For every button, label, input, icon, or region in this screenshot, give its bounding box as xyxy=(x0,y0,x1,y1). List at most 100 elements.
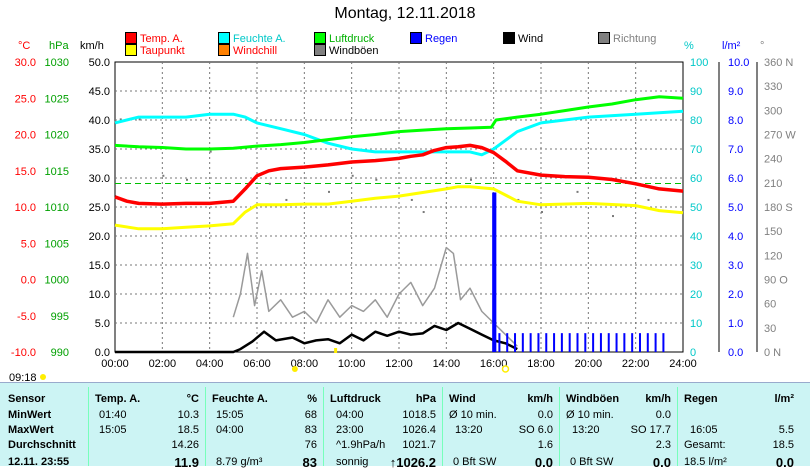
legend-item-dewpoint: Taupunkt xyxy=(125,44,185,57)
time-tick-label: 00:00 xyxy=(101,358,129,370)
temp-max-value: 18.5 xyxy=(177,424,199,436)
direction-point xyxy=(470,178,472,181)
temp-tick-label: 0.0 xyxy=(21,275,36,287)
time-tick-label: 14:00 xyxy=(433,358,461,370)
pressure-avg-value: 1021.7 xyxy=(402,439,436,451)
direction-point xyxy=(328,190,330,193)
legend-item-humidity: Feuchte A. xyxy=(218,32,286,45)
gust-unit-cell: km/h xyxy=(645,393,671,405)
rain-tick-label: 2.0 xyxy=(728,289,743,301)
temp-tick-label: 20.0 xyxy=(15,130,36,142)
gust-max-value: SO 17.7 xyxy=(630,424,671,436)
legend-item-gusts: Windböen xyxy=(314,44,379,57)
direction-point xyxy=(410,198,413,201)
row-label-max: MaxWert xyxy=(8,424,54,436)
pressure-unit-cell: hPa xyxy=(415,393,436,405)
humidity-avg-value: 76 xyxy=(304,439,317,451)
chart-title: Montag, 12.11.2018 xyxy=(334,5,476,22)
direction-unit: ° xyxy=(760,40,765,52)
series-line-windb-en xyxy=(232,246,518,347)
wind-tick-label: 20.0 xyxy=(89,231,110,243)
rain-rate-bar xyxy=(646,333,649,352)
direction-tick-label: 120 xyxy=(764,250,782,262)
gust-current-value: 0.0 xyxy=(652,455,671,470)
rain-unit: l/m² xyxy=(722,40,741,52)
wind-tick-label: 30.0 xyxy=(89,173,110,185)
time-tick-label: 06:00 xyxy=(243,358,271,370)
temp-tick-label: 5.0 xyxy=(21,238,36,250)
wind-tick-label: 15.0 xyxy=(89,260,110,272)
temp-min-value: 10.3 xyxy=(177,409,199,421)
series-line-luftdruck xyxy=(114,95,684,151)
rain-rate-bar xyxy=(623,333,626,352)
wind-avg-value: 1.6 xyxy=(537,439,553,451)
direction-tick-label: 210 xyxy=(764,178,782,190)
time-tick-label: 12:00 xyxy=(385,358,413,370)
pressure-unit: hPa xyxy=(49,40,69,52)
gust-max-time: 13:20 xyxy=(572,424,600,436)
row-label-current: 12.11. 23:55 xyxy=(8,456,70,468)
rain-header: Regen xyxy=(684,393,718,405)
rain-rate-bar xyxy=(662,333,665,352)
humidity-column: Feuchte A. % 15:05 68 04:00 83 76 8.79 g… xyxy=(206,383,323,470)
direction-tick-label: 360 N xyxy=(764,57,793,69)
pressure-column: Luftdruck hPa 04:00 1018.5 23:00 1026.4 … xyxy=(324,383,442,470)
time-tick-label: 08:00 xyxy=(291,358,319,370)
legend-item-pressure: Luftdruck xyxy=(314,32,374,45)
rain-rate-bar xyxy=(576,333,579,352)
wind-header: Wind xyxy=(449,393,476,405)
humidity-current-value: 83 xyxy=(302,455,317,470)
humidity-max-time: 04:00 xyxy=(216,424,244,436)
rain-total-current: 18.5 l/m² xyxy=(684,456,727,468)
direction-point xyxy=(576,190,579,193)
pressure-header: Luftdruck xyxy=(330,393,381,405)
pressure-tick-label: 1020 xyxy=(45,130,69,142)
rain-rate-bar xyxy=(521,333,524,352)
series-line-wind xyxy=(115,321,518,354)
humidity-unit-cell: % xyxy=(307,393,317,405)
pressure-tick-label: 1030 xyxy=(45,57,69,69)
humidity-tick-label: 40 xyxy=(690,231,702,243)
direction-tick-label: 150 xyxy=(764,226,782,238)
direction-tick-label: 180 S xyxy=(764,202,793,214)
legend-item-direction: Richtung xyxy=(598,32,656,45)
temp-header: Temp. A. xyxy=(95,393,141,405)
wind-tick-label: 40.0 xyxy=(89,115,110,127)
humidity-min-value: 68 xyxy=(304,409,317,421)
temp-min-time: 01:40 xyxy=(99,409,127,421)
humidity-min-time: 15:05 xyxy=(216,409,244,421)
rain-tick-label: 6.0 xyxy=(728,173,743,185)
row-label-min: MinWert xyxy=(8,409,52,421)
wind-unit-cell: km/h xyxy=(527,393,553,405)
pressure-tick-label: 1010 xyxy=(45,202,69,214)
rain-tick-label: 4.0 xyxy=(728,231,743,243)
series-line-temp-a- xyxy=(114,143,684,206)
temp-current-value: 11.9 xyxy=(174,455,199,470)
rain-total-label: Gesamt: xyxy=(684,439,726,451)
series-line-feuchte-a- xyxy=(114,109,684,157)
rain-tick-label: 8.0 xyxy=(728,115,743,127)
wind-beaufort: 0 Bft SW xyxy=(453,456,497,468)
temp-tick-label: -10.0 xyxy=(11,347,36,359)
rain-rate-bar xyxy=(553,333,556,352)
pressure-min-value: 1018.5 xyxy=(402,409,436,421)
wind-tick-label: 10.0 xyxy=(89,289,110,301)
direction-point xyxy=(162,174,165,177)
rain-total-value: 18.5 xyxy=(772,439,794,451)
rain-rate-bar xyxy=(592,333,595,352)
time-tick-label: 20:00 xyxy=(575,358,603,370)
direction-point xyxy=(541,211,543,214)
legend-item-temp: Temp. A. xyxy=(125,32,183,45)
pressure-trend: ^1.9hPa/h xyxy=(336,439,386,451)
gust-beaufort: 0 Bft SW xyxy=(570,456,614,468)
rain-rate-bar xyxy=(560,333,563,352)
time-tick-label: 04:00 xyxy=(196,358,224,370)
wind-max-time: 13:20 xyxy=(455,424,483,436)
humidity-tick-label: 90 xyxy=(690,86,702,98)
rain-max-value: 5.5 xyxy=(778,424,794,436)
wind-unit: km/h xyxy=(80,40,104,52)
rain-rate-bar xyxy=(545,333,548,352)
temp-column: Temp. A. °C 01:40 10.3 15:05 18.5 14.26 … xyxy=(89,383,205,470)
wind-tick-label: 25.0 xyxy=(89,202,110,214)
series-line-taupunkt xyxy=(114,185,684,231)
